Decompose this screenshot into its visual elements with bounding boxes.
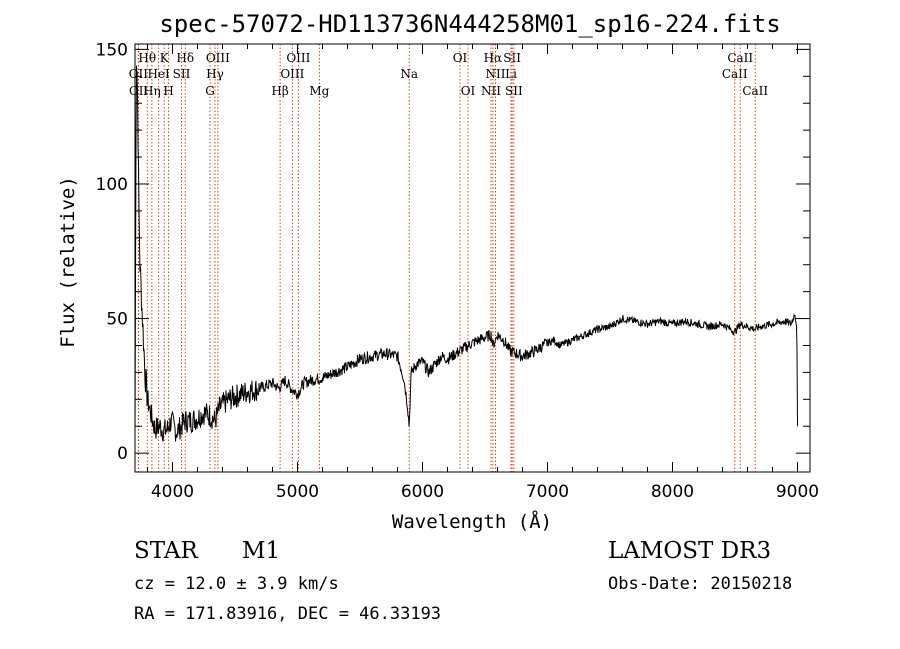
spectral-line-label-h-3969: H	[163, 84, 173, 98]
spectral-line-label-sii-4072: SII	[173, 67, 191, 81]
spectral-line-label-na-5894: Na	[400, 67, 418, 81]
series-layer	[134, 65, 798, 442]
chart-title: spec-57072-HD113736N444258M01_sp16-224.f…	[159, 10, 780, 38]
spectral-line-label-caii-8498: CaII	[722, 67, 748, 81]
spectral-line-label-h-alpha-6563: Hα	[484, 51, 503, 65]
redshift-velocity: cz = 12.0 ± 3.9 km/s	[134, 574, 339, 594]
y-tick-label-0: 0	[117, 444, 128, 464]
spectral-line-label-oiii-4363: OIII	[206, 51, 230, 65]
spectral-line-label-oii-3729: OII	[129, 84, 149, 98]
observation-date: Obs-Date: 20150218	[608, 574, 793, 594]
spectral-line-label-sii-6717: SII	[503, 51, 521, 65]
spectral-line-label-hei-3889: HeI	[147, 67, 170, 81]
ra-dec-coordinates: RA = 171.83916, DEC = 46.33193	[134, 604, 442, 624]
x-tick-label-5000: 5000	[276, 482, 319, 502]
object-class: STAR	[134, 538, 198, 564]
spectral-line-label-li-6708: Li	[505, 67, 517, 81]
spectral-line-label-nii-6548: NII	[481, 84, 501, 98]
spectral-line-label-h-gamma-4340: Hγ	[206, 67, 224, 81]
spectral-line-label-oi-6364: OI	[461, 84, 476, 98]
spectral-line-label-h-theta-3798: Hθ	[138, 51, 156, 65]
spectral-line-label-caii-8662: CaII	[742, 84, 768, 98]
spectral-line-label-h-beta-4861: Hβ	[271, 84, 288, 98]
x-axis-label: Wavelength (Å)	[392, 510, 552, 533]
spectral-line-label-sii-6731: SII	[505, 84, 523, 98]
spectral-line-label-h-delta-4102: Hδ	[176, 51, 194, 65]
spectral-lines-layer: OIIOIIHθHηHeIKHSIIHδGHγOIIIHβOIIIOIIIMgN…	[129, 44, 768, 472]
x-tick-label-6000: 6000	[401, 482, 444, 502]
spectral-line-label-caii-8542: CaII	[727, 51, 753, 65]
y-axis-label: Flux (relative)	[57, 176, 79, 348]
plot-frame	[134, 43, 811, 473]
spectral-line-label-nii-6584: NII	[486, 67, 506, 81]
spectral-line-label-oii-3727: OII	[129, 67, 149, 81]
y-tick-label-150: 150	[96, 40, 128, 60]
spectral-line-label-mg-5175: Mg	[309, 84, 329, 98]
spectral-line-label-k-3934: K	[160, 51, 170, 65]
axes-layer: 4000 5000 6000 7000 8000 9000 0 50 100 150	[96, 40, 820, 502]
y-tick-label-100: 100	[96, 175, 128, 195]
object-subclass: M1	[242, 538, 281, 564]
spectral-line-label-g-4300: G	[205, 84, 215, 98]
x-tick-label-7000: 7000	[526, 482, 569, 502]
spectral-line-label-h-eta-3835: Hη	[143, 84, 161, 98]
x-tick-label-4000: 4000	[151, 482, 194, 502]
spectral-line-label-oiii-4959: OIII	[280, 67, 304, 81]
spectral-line-label-oiii-5007: OIII	[286, 51, 310, 65]
spectral-line-label-oi-6300: OI	[453, 51, 468, 65]
series-line-flux	[134, 65, 798, 442]
x-tick-label-8000: 8000	[651, 482, 694, 502]
y-tick-label-50: 50	[106, 310, 128, 330]
x-tick-label-9000: 9000	[776, 482, 819, 502]
survey-name: LAMOST DR3	[608, 538, 772, 564]
